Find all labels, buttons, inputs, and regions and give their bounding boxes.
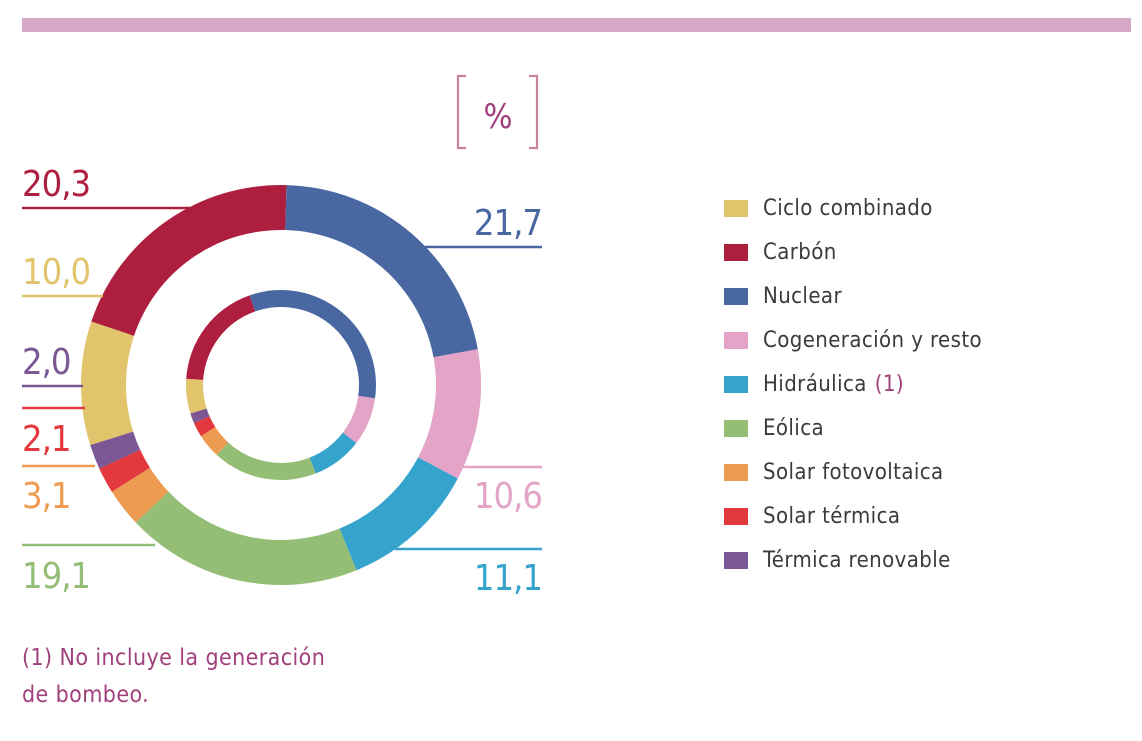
- legend-swatch: [724, 199, 748, 217]
- value-label: 2,0: [22, 342, 71, 383]
- unit-bracket-left: [456, 74, 466, 150]
- legend-label: Nuclear: [763, 283, 842, 309]
- legend-item: Hidráulica (1): [724, 362, 982, 406]
- inner-ring-slice: [309, 432, 357, 474]
- top-accent-bar: [22, 18, 1131, 32]
- legend-label: Solar térmica: [763, 503, 901, 529]
- outer-ring-slice: [285, 185, 478, 358]
- legend-item: Carbón: [724, 230, 982, 274]
- outer-ring-slice: [418, 349, 482, 479]
- inner-ring-slice: [249, 289, 377, 399]
- legend-label: Carbón: [763, 239, 837, 265]
- value-label: 10,0: [22, 252, 90, 293]
- legend-swatch: [724, 375, 748, 393]
- unit-bracket-right: [529, 74, 539, 150]
- inner-ring-slice: [190, 408, 210, 424]
- legend-item: Cogeneración y resto: [724, 318, 982, 362]
- legend-item: Ciclo combinado: [724, 186, 982, 230]
- value-label: 2,1: [22, 419, 71, 460]
- inner-ring-slice: [186, 378, 207, 414]
- legend-swatch: [724, 243, 748, 261]
- legend-item: Solar térmica: [724, 494, 982, 538]
- legend-footnote-ref: (1): [874, 371, 905, 397]
- inner-ring-slice: [193, 416, 216, 437]
- outer-ring-slice: [99, 449, 150, 492]
- legend-label: Solar fotovoltaica: [763, 459, 944, 485]
- value-label: 21,7: [474, 203, 542, 244]
- footnote-line: de bombeo.: [22, 682, 150, 708]
- legend-item: Nuclear: [724, 274, 982, 318]
- outer-ring-slice: [91, 185, 287, 336]
- inner-ring-slice: [342, 395, 376, 443]
- legend-label: Hidráulica: [763, 371, 867, 397]
- legend-swatch: [724, 331, 748, 349]
- legend-swatch: [724, 287, 748, 305]
- inner-ring-slice: [200, 427, 229, 455]
- outer-ring-slice: [135, 491, 357, 585]
- footnote-line: (1) No incluye la generación: [22, 645, 326, 671]
- legend-label: Eólica: [763, 415, 825, 441]
- outer-ring-slice: [80, 321, 135, 446]
- legend-swatch: [724, 507, 748, 525]
- value-label: 20,3: [22, 164, 90, 205]
- legend-swatch: [724, 463, 748, 481]
- outer-ring-slice: [111, 467, 169, 523]
- value-label: 11,1: [474, 558, 542, 599]
- value-label: 19,1: [22, 556, 90, 597]
- legend-item: Solar fotovoltaica: [724, 450, 982, 494]
- value-label: 3,1: [22, 476, 71, 517]
- legend-label: Cogeneración y resto: [763, 327, 982, 353]
- outer-ring-slice: [339, 457, 458, 571]
- value-label: 10,6: [474, 476, 542, 517]
- inner-ring-slice: [216, 442, 316, 480]
- outer-ring-slice: [90, 431, 141, 469]
- unit-label: %: [483, 97, 512, 137]
- legend: Ciclo combinado Carbón Nuclear Cogenerac…: [724, 186, 982, 582]
- legend-label: Ciclo combinado: [763, 195, 933, 221]
- legend-item: Eólica: [724, 406, 982, 450]
- legend-label: Térmica renovable: [763, 547, 951, 573]
- footnote: (1) No incluye la generación de bombeo.: [22, 640, 325, 714]
- legend-item: Térmica renovable: [724, 538, 982, 582]
- legend-swatch: [724, 419, 748, 437]
- inner-ring-slice: [186, 295, 256, 380]
- legend-swatch: [724, 551, 748, 569]
